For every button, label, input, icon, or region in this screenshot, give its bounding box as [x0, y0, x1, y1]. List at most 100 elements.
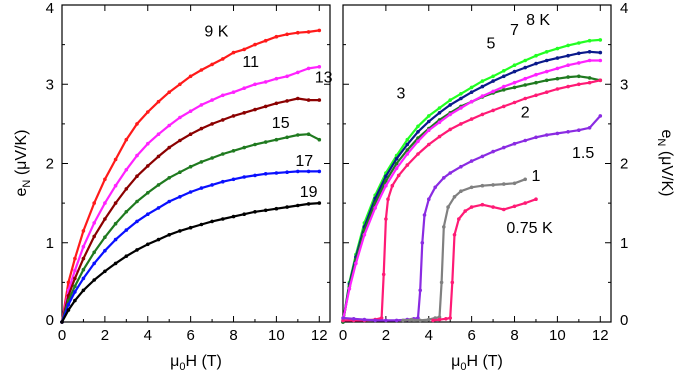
data-point [381, 272, 386, 277]
data-point [199, 222, 204, 227]
data-point [502, 74, 506, 79]
y-tick-label: 0 [620, 312, 628, 329]
data-point [73, 268, 77, 273]
data-point [242, 47, 246, 52]
series-7 [431, 197, 538, 323]
data-point [523, 201, 527, 205]
data-point [296, 70, 300, 75]
data-point [598, 50, 603, 55]
y-tick-label: 1 [46, 235, 54, 252]
data-point [416, 152, 420, 156]
data-point [242, 111, 246, 115]
data-point [146, 242, 150, 247]
data-point [450, 280, 455, 285]
data-point [146, 164, 150, 168]
data-point [448, 103, 453, 107]
data-point [210, 122, 214, 126]
data-point [555, 87, 560, 91]
data-point [384, 217, 388, 221]
data-point [178, 115, 182, 120]
data-point [469, 185, 474, 190]
data-point [178, 82, 182, 87]
x-tick-label: 10 [268, 327, 285, 344]
data-point [394, 166, 399, 171]
data-point [512, 204, 517, 209]
x-tick-label: 12 [592, 327, 609, 344]
data-point [221, 57, 225, 61]
data-point [491, 108, 495, 113]
data-point [452, 195, 457, 199]
data-point [427, 128, 431, 132]
y-tick-label: 2 [620, 156, 628, 173]
data-point [448, 98, 453, 102]
data-point [156, 99, 161, 104]
data-point [587, 126, 592, 130]
data-point [113, 183, 118, 188]
data-point [351, 317, 356, 321]
series-line [60, 29, 320, 323]
data-point [199, 126, 204, 131]
data-point [480, 154, 485, 159]
data-point [555, 46, 560, 51]
data-point [386, 197, 390, 201]
data-point [113, 157, 118, 162]
data-point [437, 111, 442, 115]
data-point [199, 103, 204, 107]
data-point [405, 142, 410, 147]
data-point [113, 261, 118, 266]
data-point [103, 269, 107, 274]
data-point [178, 229, 182, 233]
data-point [480, 183, 485, 188]
data-point [587, 58, 592, 63]
data-point [253, 42, 257, 47]
data-point [555, 131, 560, 136]
data-point [188, 164, 193, 169]
data-point [442, 176, 446, 180]
data-point [534, 61, 538, 66]
data-point [73, 284, 77, 289]
series-line [432, 198, 537, 322]
data-point [124, 187, 129, 191]
series-line [60, 65, 320, 323]
left-x-axis-title: μ0H (T) [170, 353, 222, 373]
data-point [463, 209, 468, 213]
x-tick-label: 4 [144, 327, 152, 344]
data-point [577, 51, 581, 56]
data-point [146, 212, 150, 216]
data-point [124, 210, 129, 214]
data-point [103, 248, 107, 253]
data-point [210, 183, 214, 187]
series-line [60, 133, 320, 323]
data-point [566, 75, 570, 79]
data-point [480, 84, 485, 89]
curve-label: 5 [486, 36, 495, 53]
data-point [480, 112, 485, 117]
data-point [587, 76, 592, 80]
data-point [124, 228, 129, 232]
data-point [66, 308, 71, 312]
data-point [306, 132, 311, 136]
data-point [469, 117, 474, 121]
data-point [502, 104, 506, 109]
data-point [534, 80, 538, 85]
series-line [342, 115, 602, 322]
data-point [135, 122, 139, 126]
data-point [274, 34, 279, 39]
x-tick-label: 0 [58, 327, 66, 344]
data-point [167, 233, 171, 237]
data-point [394, 161, 399, 166]
data-point [405, 163, 410, 167]
data-point [544, 90, 549, 94]
data-point [396, 173, 401, 178]
data-point [523, 96, 527, 101]
data-point [354, 261, 358, 266]
data-point [512, 69, 517, 74]
data-point [156, 237, 161, 242]
series-line [343, 79, 601, 322]
curve-label: 3 [396, 86, 405, 103]
data-point [491, 89, 495, 94]
data-point [433, 316, 438, 320]
data-point [231, 90, 236, 94]
